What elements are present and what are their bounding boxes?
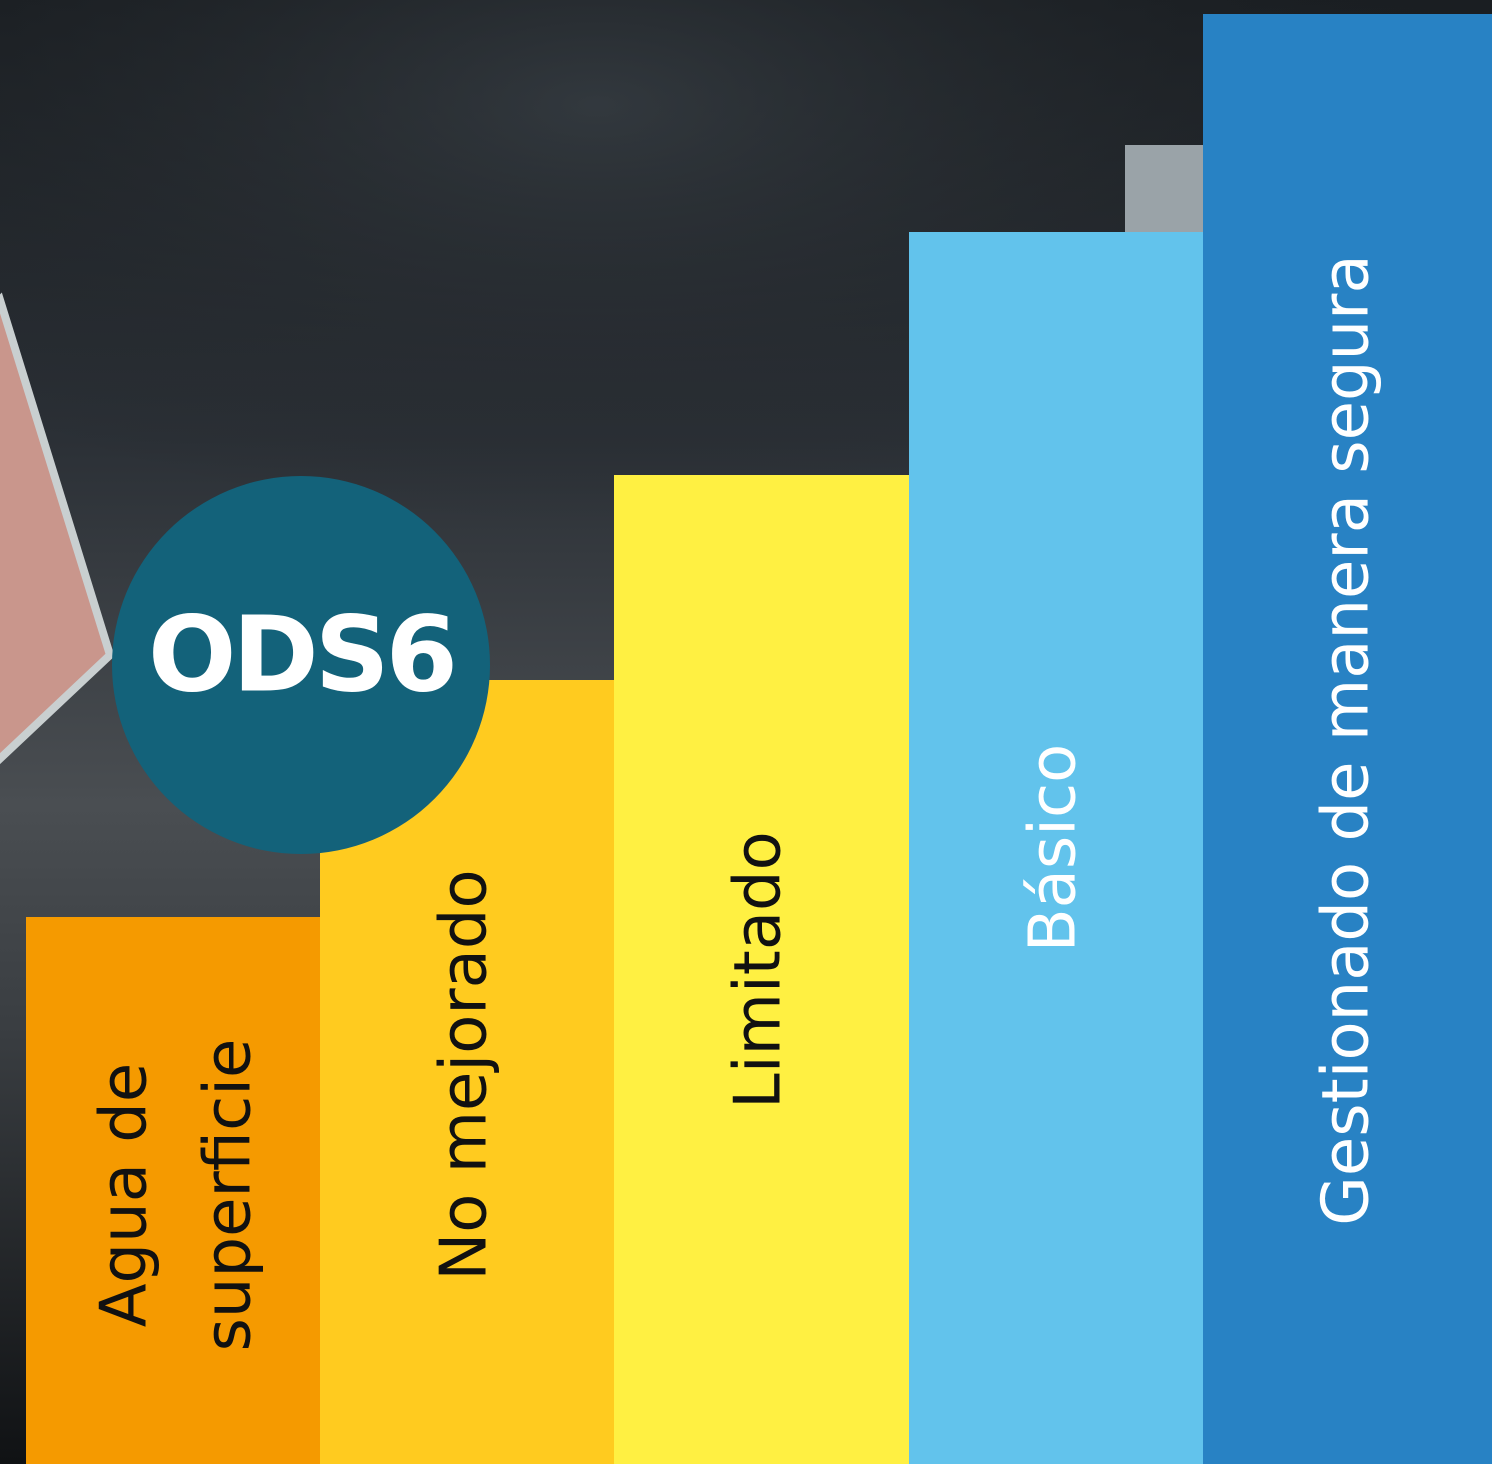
badge-circle — [112, 476, 490, 854]
building — [1125, 145, 1205, 235]
step-label: Básico — [1017, 744, 1091, 953]
step-bar — [1203, 14, 1492, 1464]
badge-text: ODS6 — [148, 593, 454, 715]
step-label: Limitado — [722, 831, 796, 1109]
step-label: Agua de — [88, 1063, 162, 1328]
step-bar — [909, 232, 1204, 1464]
step-bar — [614, 475, 910, 1464]
step-label: Gestionado de manera segura — [1310, 254, 1384, 1225]
step-label: No mejorado — [428, 869, 502, 1280]
pink-tile — [0, 292, 115, 765]
step-label: superficie — [192, 1039, 266, 1352]
step-bar — [26, 917, 321, 1464]
